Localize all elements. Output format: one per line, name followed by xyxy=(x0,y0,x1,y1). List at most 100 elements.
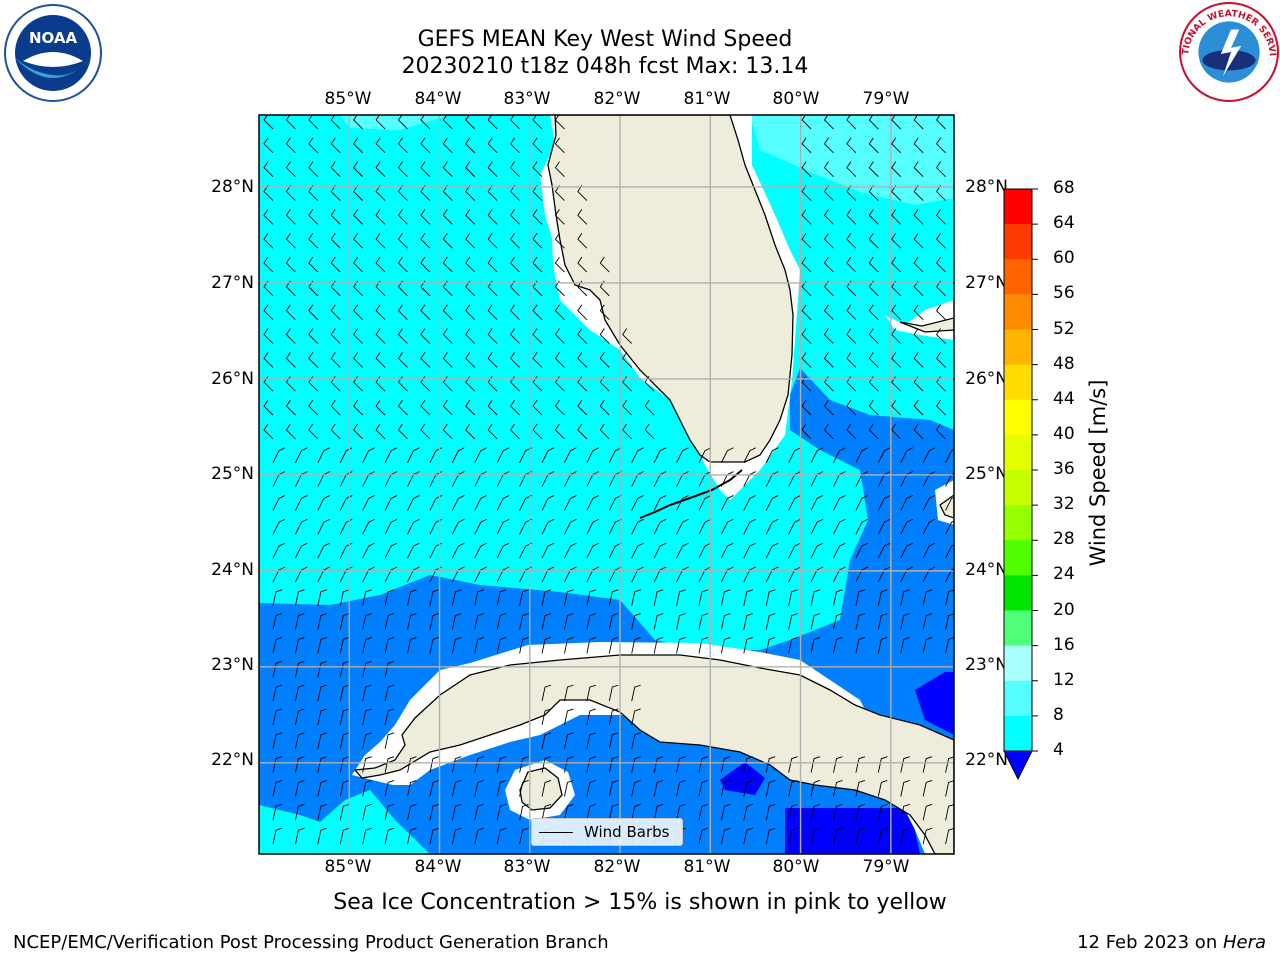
wind-barb xyxy=(891,399,902,416)
wind-barb xyxy=(465,352,476,368)
wind-barb xyxy=(922,756,933,773)
colorbar-extend-min xyxy=(1003,750,1033,781)
wind-barb xyxy=(353,328,363,344)
wind-barb xyxy=(420,423,431,440)
wind-barb xyxy=(631,637,641,654)
wind-barb xyxy=(622,399,633,416)
wind-barb xyxy=(877,518,891,535)
wind-barb xyxy=(698,803,709,821)
wind-barb xyxy=(877,756,888,773)
colorbar-segment xyxy=(1004,505,1032,541)
wind-barb xyxy=(285,161,296,177)
wind-barb xyxy=(465,256,476,273)
wind-barb xyxy=(608,732,619,749)
wind-barb xyxy=(308,161,319,177)
wind-barb xyxy=(510,256,520,273)
lat-label-left: 26°N xyxy=(211,369,254,389)
wind-barb xyxy=(801,161,812,177)
wind-barb xyxy=(945,520,954,535)
wind-barb xyxy=(676,756,686,773)
wind-barb xyxy=(317,708,327,726)
wind-barb xyxy=(397,304,408,321)
wind-barb xyxy=(833,542,846,559)
colorbar-segment xyxy=(1004,434,1032,471)
nws-logo-icon: NATIONAL WEATHER SERVICE xyxy=(1178,1,1279,102)
wind-barb xyxy=(833,518,846,535)
florida-keys xyxy=(639,469,743,519)
wind-barb xyxy=(272,542,286,559)
wind-8-12-region-sw xyxy=(259,790,430,854)
wind-barb xyxy=(272,827,283,845)
wind-barb xyxy=(877,827,888,845)
wind-barb xyxy=(465,375,476,392)
wind-barb xyxy=(945,804,954,821)
wind-barb xyxy=(846,209,857,225)
wind-barb xyxy=(541,756,552,773)
lon-label-bottom: 79°W xyxy=(862,857,910,877)
footer-date-text: 12 Feb 2023 on xyxy=(1077,932,1223,953)
wind-barb xyxy=(339,495,353,511)
wind-barb xyxy=(496,637,507,654)
wind-barb xyxy=(631,566,644,583)
wind-barb xyxy=(810,542,824,559)
wind-barb xyxy=(653,803,664,821)
wind-barb xyxy=(698,447,712,463)
wind-barb xyxy=(564,589,574,606)
wind-barb xyxy=(936,352,946,368)
wind-barb xyxy=(442,137,453,154)
colorbar-tick-label: 20 xyxy=(1053,599,1075,620)
wind-barb xyxy=(810,637,821,654)
wind-barb xyxy=(765,613,776,630)
wind-barb xyxy=(397,328,408,344)
wind-barb xyxy=(272,708,283,726)
lat-label-left: 22°N xyxy=(211,750,254,770)
wind-barb xyxy=(765,803,776,821)
wind-barb xyxy=(801,137,812,154)
wind-barb xyxy=(384,613,395,630)
wind-barb xyxy=(877,589,888,606)
colorbar-tick-label: 52 xyxy=(1053,318,1075,339)
wind-barb xyxy=(900,447,913,463)
wind-barb xyxy=(384,495,398,511)
wind-barb xyxy=(743,518,757,535)
wind-barb xyxy=(532,328,543,344)
wind-barb xyxy=(487,161,498,177)
wind-barb xyxy=(375,209,386,225)
lon-label-bottom: 85°W xyxy=(324,857,372,877)
wind-barb xyxy=(532,304,543,321)
wind-barb xyxy=(823,399,834,416)
wind-barb xyxy=(676,447,689,463)
wind-barb xyxy=(285,256,296,273)
wind-barb xyxy=(823,328,834,344)
wind-barb xyxy=(631,613,641,630)
wind-barb xyxy=(586,803,597,821)
wind-barb xyxy=(698,542,712,559)
wind-barb xyxy=(644,399,655,416)
lat-label-left: 24°N xyxy=(211,560,254,580)
colorbar-tick-label: 48 xyxy=(1053,353,1075,374)
wind-barb xyxy=(496,566,510,583)
wind-barb xyxy=(891,375,902,392)
wind-barb xyxy=(586,780,597,797)
wind-barb xyxy=(698,518,712,535)
wind-barb xyxy=(743,613,753,630)
wind-barb xyxy=(833,566,846,583)
wind-barb xyxy=(599,423,610,440)
lon-label-bottom: 80°W xyxy=(772,857,820,877)
wind-barb xyxy=(891,304,902,321)
wind-barb xyxy=(339,708,350,726)
wind-barb xyxy=(407,827,417,845)
wind-barb xyxy=(330,209,341,225)
colorbar-segment xyxy=(1004,540,1032,576)
wind-barb xyxy=(743,447,757,463)
wind-barb xyxy=(891,423,902,440)
wind-barb xyxy=(474,780,484,797)
wind-barb xyxy=(877,495,891,511)
wind-barb xyxy=(945,756,954,773)
footer-credit: NCEP/EMC/Verification Post Processing Pr… xyxy=(13,932,609,953)
wind-barb xyxy=(676,613,686,630)
wind-barb xyxy=(801,232,812,249)
wind-barb xyxy=(263,304,274,321)
wind-barb xyxy=(541,708,552,726)
wind-barb xyxy=(554,256,565,273)
